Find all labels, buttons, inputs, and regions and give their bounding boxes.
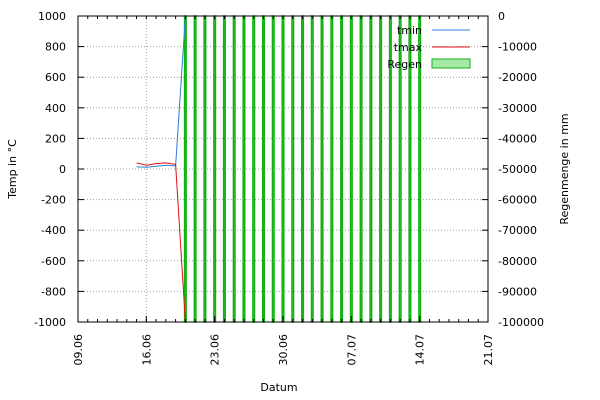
y-tick-label: 600 <box>45 71 66 84</box>
y2-axis-label: Regenmenge in mm <box>558 113 571 224</box>
x-tick-label: 23.06 <box>209 334 222 366</box>
rain-bar <box>222 15 226 323</box>
rain-bar <box>369 15 373 323</box>
y2-tick-label: 0 <box>498 10 505 23</box>
y-tick-label: -400 <box>41 224 66 237</box>
y-tick-label: -600 <box>41 255 66 268</box>
legend-swatch-regen <box>431 58 471 69</box>
rain-bar <box>183 15 187 323</box>
y-tick-label: 400 <box>45 102 66 115</box>
x-tick-label: 30.06 <box>277 334 290 366</box>
y2-tick-label: -20000 <box>498 71 537 84</box>
y2-tick-label: -100000 <box>498 316 544 329</box>
series-line-tmax <box>136 162 186 323</box>
x-tick-label: 21.07 <box>482 334 495 366</box>
rain-bar <box>310 15 314 323</box>
rain-bar <box>330 15 334 323</box>
legend-label-regen: Regen <box>387 58 422 71</box>
y-tick-label: 0 <box>59 163 66 176</box>
y-tick-label: 200 <box>45 132 66 145</box>
rain-bar <box>349 15 353 323</box>
rain-bar <box>320 15 324 323</box>
y2-tick-label: -50000 <box>498 163 537 176</box>
rain-bar <box>291 15 295 323</box>
rain-bar <box>242 15 246 323</box>
rain-bar <box>193 15 197 323</box>
rain-bar <box>252 15 256 323</box>
y2-tick-label: -70000 <box>498 224 537 237</box>
axes: -1000 -800 -600 -400 -200 0 200 400 600 800 1000 -1… <box>34 10 544 366</box>
y2-tick-label: -90000 <box>498 285 537 298</box>
series-line-tmin <box>136 15 186 168</box>
rain-bar <box>340 15 344 323</box>
x-axis-label: Datum <box>260 381 297 394</box>
y2-tick-label: -80000 <box>498 255 537 268</box>
y-tick-label: -800 <box>41 285 66 298</box>
y-tick-label: -200 <box>41 194 66 207</box>
rain-bar <box>261 15 266 323</box>
rain-bar <box>281 15 285 323</box>
legend-label-tmax: tmax <box>394 41 423 54</box>
x-tick-label: 14.07 <box>414 334 427 366</box>
y2-tick-label: -60000 <box>498 194 537 207</box>
x-tick-label: 16.06 <box>140 334 153 366</box>
temperature-lines <box>136 15 186 323</box>
y2-tick-label: -40000 <box>498 132 537 145</box>
rain-bar <box>271 15 275 323</box>
x-tick-label: 07.07 <box>345 334 358 366</box>
rain-bar <box>203 15 207 323</box>
legend: tmin tmax Regen <box>387 24 471 71</box>
rain-bar <box>379 15 383 323</box>
y2-tick-label: -10000 <box>498 41 537 54</box>
rain-bar <box>232 15 236 323</box>
legend-label-tmin: tmin <box>397 24 422 37</box>
y-axis-label: Temp in °C <box>6 139 19 200</box>
y-tick-label: 800 <box>45 41 66 54</box>
rain-bar <box>213 15 217 323</box>
x-tick-label: 09.06 <box>72 334 85 366</box>
y-tick-label: -1000 <box>34 316 66 329</box>
rain-bar <box>359 15 363 323</box>
rain-bar <box>300 15 305 323</box>
y-tick-label: 1000 <box>38 10 66 23</box>
y2-tick-label: -30000 <box>498 102 537 115</box>
